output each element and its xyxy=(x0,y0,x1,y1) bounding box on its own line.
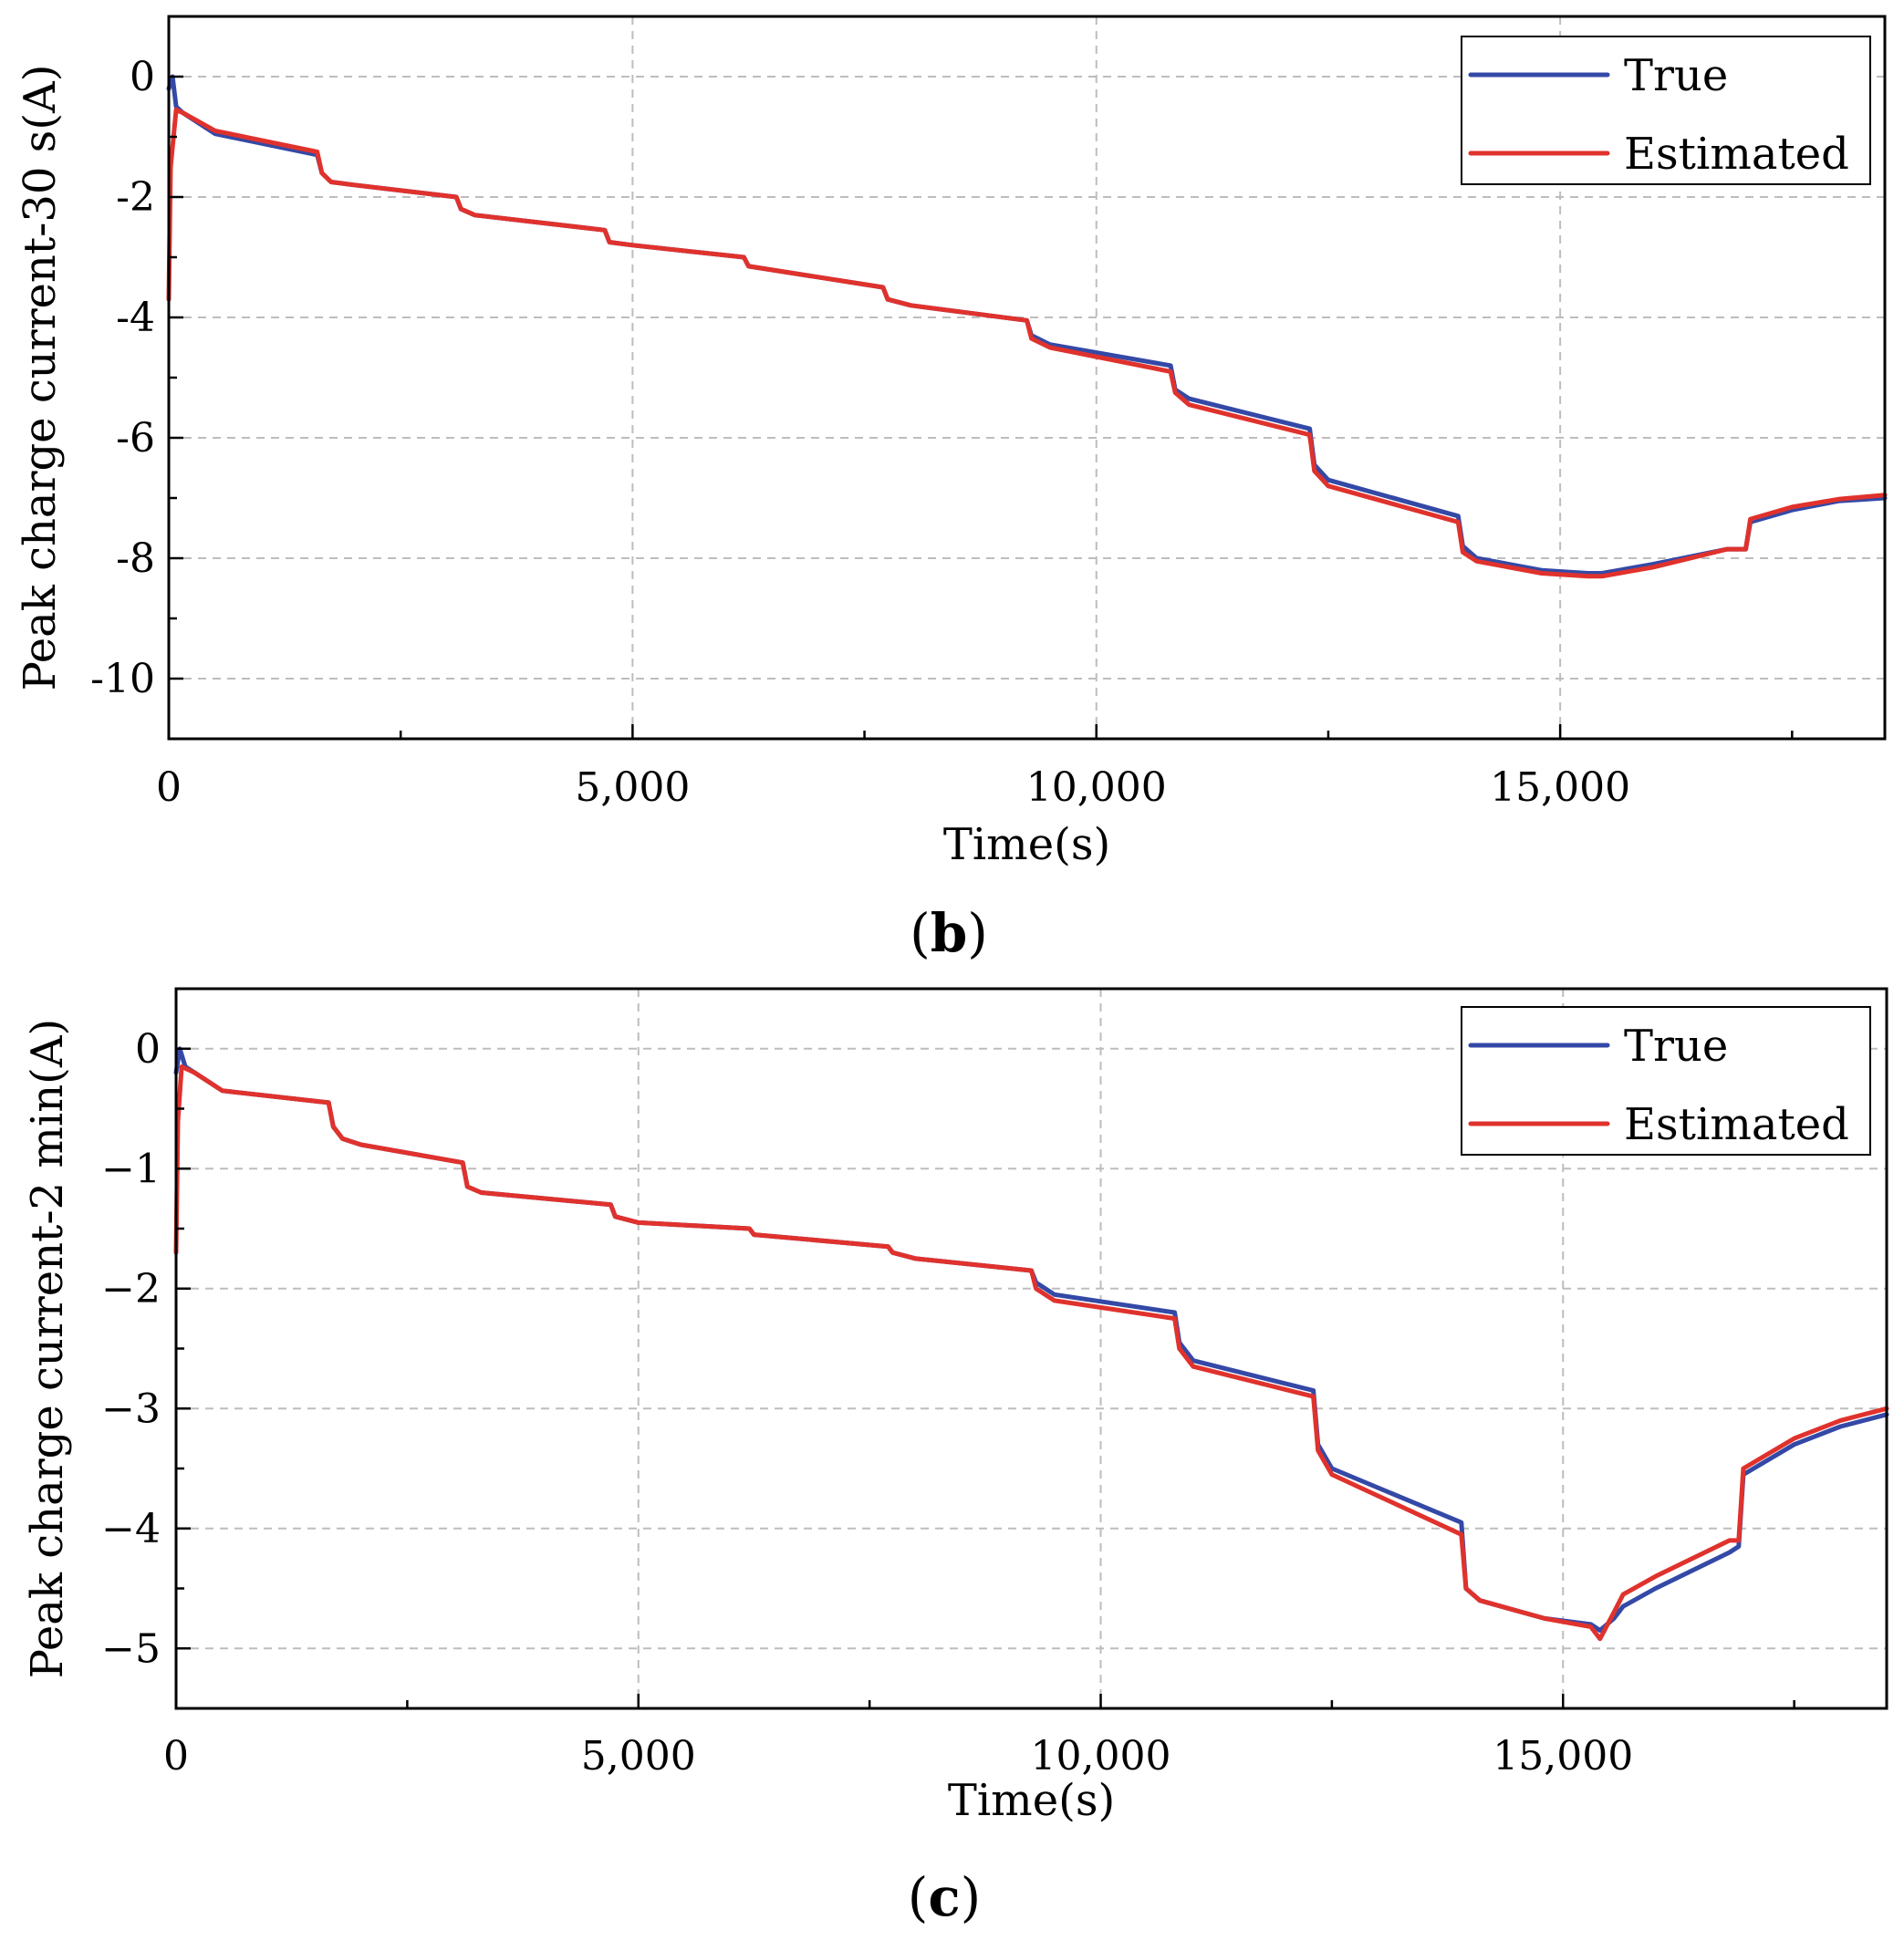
chart-c-y-tick-labels: 0 −1 −2 −3 −4 −5 xyxy=(101,1026,161,1673)
chart-b-series-estimated xyxy=(166,107,1888,579)
chart-b-legend-label-estimated: Estimated xyxy=(1624,129,1849,180)
chart-c-y-tick-label: −4 xyxy=(101,1506,161,1552)
chart-c-y-tick-label: −2 xyxy=(101,1266,161,1313)
chart-b-y-tick-label: -4 xyxy=(116,295,155,341)
chart-c-series xyxy=(173,1046,1889,1642)
chart-c-legend: True Estimated xyxy=(1461,1006,1871,1156)
chart-c-x-tick-label: 10,000 xyxy=(1031,1733,1171,1780)
chart-b-y-tick-label: -8 xyxy=(116,535,155,582)
panel-label-c: (c) xyxy=(908,1866,982,1928)
chart-b-legend-box xyxy=(1461,36,1871,185)
chart-c-legend-box xyxy=(1461,1006,1871,1156)
chart-c-legend-label-estimated: Estimated xyxy=(1624,1099,1849,1150)
chart-b-x-tick-labels: 0 5,000 10,000 15,000 xyxy=(156,764,1630,811)
panel-label-b: (b) xyxy=(910,902,988,964)
chart-c: 0 5,000 10,000 15,000 0 −1 −2 −3 −4 −5 Time(s) P… xyxy=(22,987,1889,1928)
chart-b-y-axis-title: Peak charge current-30 s(A) xyxy=(15,65,66,691)
chart-c-y-axis-title: Peak charge current-2 min(A) xyxy=(22,1019,73,1678)
chart-c-y-tick-label: 0 xyxy=(135,1026,161,1073)
chart-b-x-axis-title: Time(s) xyxy=(943,819,1110,870)
chart-c-y-tick-label: −3 xyxy=(101,1385,161,1432)
chart-b-series xyxy=(166,74,1888,579)
chart-b-x-tick-label: 15,000 xyxy=(1490,764,1630,811)
chart-c-y-tick-label: −5 xyxy=(101,1625,161,1672)
chart-b-y-tick-label: -2 xyxy=(116,174,155,221)
chart-b-x-tick-label: 5,000 xyxy=(575,764,690,811)
chart-b-y-tick-labels: 0 -2 -4 -6 -8 -10 xyxy=(90,54,155,702)
chart-c-grid xyxy=(176,989,1887,1708)
chart-b-x-tick-label: 0 xyxy=(156,764,182,811)
chart-c-legend-label-true: True xyxy=(1624,1021,1728,1072)
chart-c-x-tick-label: 0 xyxy=(163,1733,189,1780)
panel-label-c-letter: c xyxy=(928,1866,960,1928)
chart-b: 0 5,000 10,000 15,000 0-2-4-6-8-10 Time(s) … xyxy=(15,15,1888,964)
chart-b-y-tick-label: -6 xyxy=(116,415,155,462)
chart-b-y-tick-label: -10 xyxy=(90,656,155,702)
chart-b-x-tick-label: 10,000 xyxy=(1026,764,1167,811)
chart-c-x-tick-label: 15,000 xyxy=(1493,1733,1633,1780)
chart-c-series-estimated xyxy=(173,1064,1889,1642)
chart-c-x-axis-title: Time(s) xyxy=(948,1775,1115,1826)
chart-b-legend: True Estimated xyxy=(1461,36,1871,185)
chart-b-ticks xyxy=(167,15,1794,741)
chart-b-y-tick-label: 0 xyxy=(130,54,155,100)
chart-b-legend-label-true: True xyxy=(1624,50,1728,101)
panel-label-b-letter: b xyxy=(931,902,968,964)
chart-c-y-tick-label: −1 xyxy=(101,1146,161,1192)
chart-c-ticks xyxy=(174,987,1795,1710)
chart-c-x-tick-label: 5,000 xyxy=(581,1733,696,1780)
chart-c-x-tick-labels: 0 5,000 10,000 15,000 xyxy=(163,1733,1633,1780)
